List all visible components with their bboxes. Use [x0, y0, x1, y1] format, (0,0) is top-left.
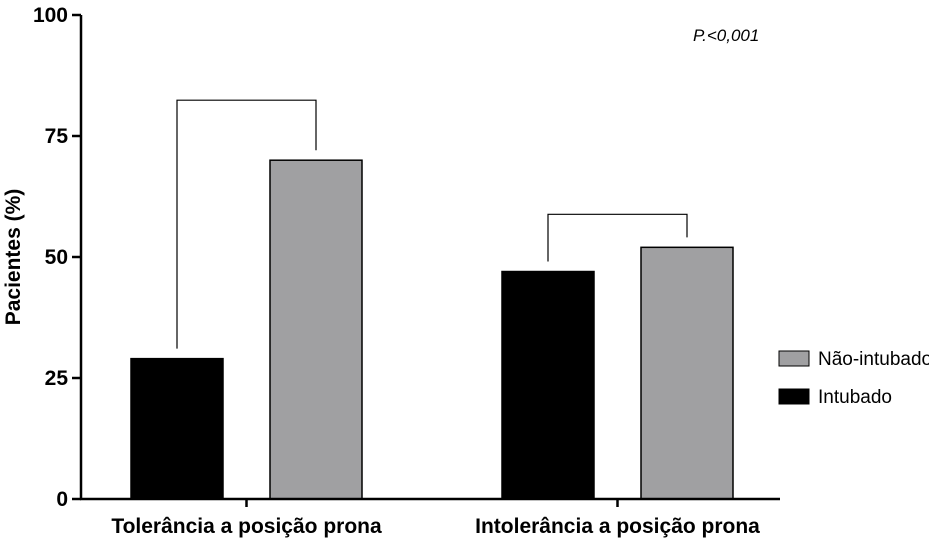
- bar-n-o-intubado-1: [269, 159, 363, 500]
- y-axis-label: Pacientes (%): [2, 189, 25, 326]
- p-value-annotation: P.<0,001: [693, 26, 759, 45]
- x-tick-label: Tolerância a posição prona: [111, 515, 382, 538]
- legend-label: Intubado: [818, 387, 892, 408]
- y-tick-label: 25: [45, 367, 69, 390]
- y-tick-label: 0: [56, 488, 68, 511]
- legend-swatch: [778, 350, 810, 367]
- significance-bracket: [176, 99, 317, 349]
- y-tick-label: 50: [45, 246, 68, 269]
- bar-intubado-1: [130, 357, 224, 500]
- significance-bracket: [547, 213, 688, 262]
- x-tick-label: Intolerância a posição prona: [475, 515, 760, 538]
- bar-n-o-intubado-2: [640, 246, 734, 500]
- legend-label: Não-intubado: [818, 349, 929, 370]
- bar-intubado-2: [501, 270, 595, 500]
- legend-swatch: [778, 388, 810, 405]
- y-tick-label: 100: [33, 4, 68, 27]
- y-tick-label: 75: [45, 125, 69, 148]
